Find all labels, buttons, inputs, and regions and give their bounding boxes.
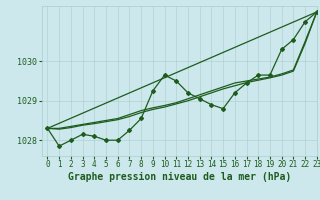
X-axis label: Graphe pression niveau de la mer (hPa): Graphe pression niveau de la mer (hPa)	[68, 172, 291, 182]
